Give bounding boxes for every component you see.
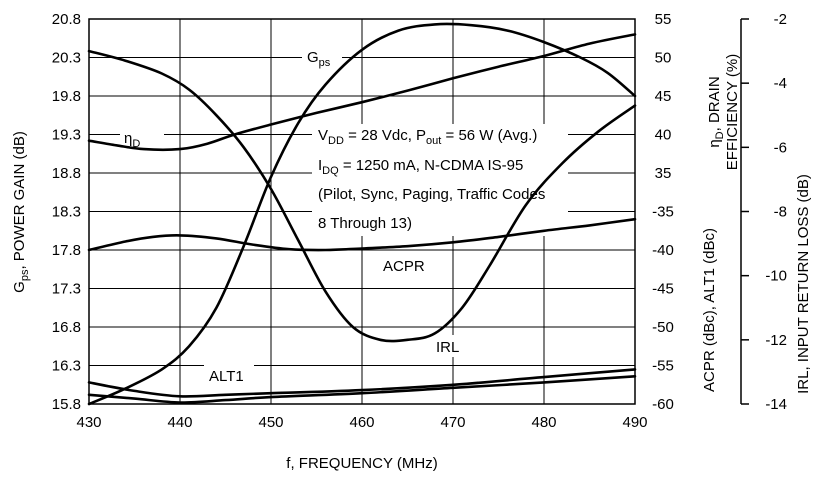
conditions-line-1: VDD = 28 Vdc, Pout = 56 W (Avg.) [318,127,537,147]
conditions-line-4: 8 Through 13) [318,215,412,232]
conditions-line-3: (Pilot, Sync, Paging, Traffic Codes [318,186,545,203]
x-tick-label: 480 [531,414,556,431]
acpr-label: ACPR [383,258,425,275]
irl-curve [87,49,637,343]
tick-labels: 430 440 450 460 470 480 490 20.8 20.3 19.8 19.3 18.… [52,11,787,431]
acpr-tick-label: -60 [652,396,674,413]
left-tick-label: 16.3 [52,358,81,375]
acpr-tick-label: -45 [652,281,674,298]
left-tick-label: 17.8 [52,242,81,259]
curves [87,22,637,406]
plot-frame [88,18,636,405]
eta-d-label: ηD [124,130,140,150]
label-knockout [302,45,342,71]
left-tick-label: 19.3 [52,127,81,144]
right-axis-label-efficiency-line2: EFFICIENCY (%) [724,54,741,170]
acpr-tick-label: -40 [652,242,674,259]
efficiency-tick-label: 50 [655,50,672,67]
efficiency-tick-label: 45 [655,88,672,105]
gps-curve [87,22,637,406]
acpr-tick-label: -50 [652,319,674,336]
efficiency-tick-label: 55 [655,11,672,28]
right-axis-label-acpr: ACPR (dBc), ALT1 (dBc) [701,228,718,392]
left-axis-label: Gps, POWER GAIN (dB) [11,131,31,293]
irl-tick-label: -8 [774,204,787,221]
left-tick-label: 18.8 [52,165,81,182]
irl-tick-label: -14 [765,396,787,413]
efficiency-tick-label: 35 [655,165,672,182]
irl-tick-label: -6 [774,139,787,156]
left-tick-label: 18.3 [52,204,81,221]
x-tick-label: 430 [76,414,101,431]
eta-d-curve [87,33,637,151]
alt1-curve-b [87,375,637,404]
acpr-curve [87,217,637,252]
irl-tick-label: -10 [765,268,787,285]
right-axis-label-efficiency-line1: ηD, DRAIN [706,76,726,147]
irl-tick-label: -12 [765,332,787,349]
left-tick-label: 19.8 [52,88,81,105]
alt1-curve [87,368,637,398]
efficiency-tick-label: 40 [655,127,672,144]
x-axis-label: f, FREQUENCY (MHz) [286,455,437,472]
left-tick-label: 15.8 [52,396,81,413]
x-tick-label: 460 [349,414,374,431]
label-knockout [312,124,568,236]
x-tick-label: 490 [622,414,647,431]
label-knockout [431,335,469,357]
acpr-tick-label: -35 [652,204,674,221]
conditions-line-2: IDQ = 1250 mA, N-CDMA IS-95 [318,157,523,177]
irl-label: IRL [436,339,459,356]
x-tick-label: 470 [440,414,465,431]
irl-tick-label: -2 [774,11,787,28]
x-tick-label: 440 [167,414,192,431]
acpr-tick-label: -55 [652,358,674,375]
gps-label: Gps [307,49,331,69]
left-tick-label: 16.8 [52,319,81,336]
x-tick-label: 450 [258,414,283,431]
alt1-label: ALT1 [209,368,244,385]
label-knockout [204,364,254,386]
label-knockout [378,254,430,276]
left-tick-label: 17.3 [52,281,81,298]
left-tick-label: 20.3 [52,50,81,67]
right-axis-label-irl: IRL, INPUT RETURN LOSS (dB) [795,174,812,394]
irl-tick-label: -4 [774,75,787,92]
annotation-backgrounds [120,45,568,386]
left-tick-label: 20.8 [52,11,81,28]
